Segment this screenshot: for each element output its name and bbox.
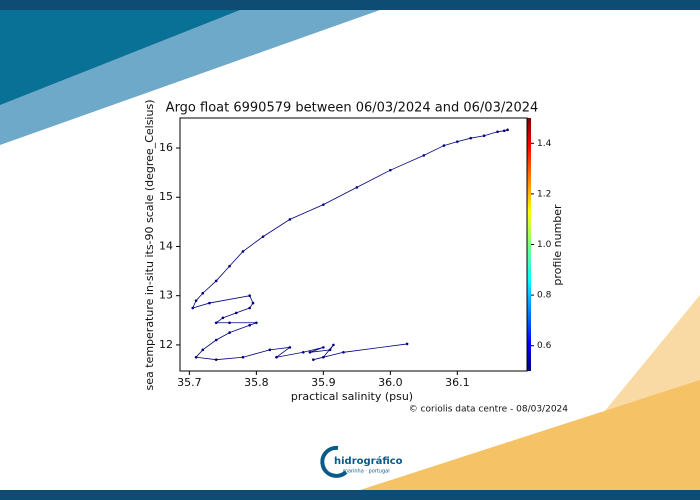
colorbar-tick-label: 0.8 (537, 291, 552, 301)
data-point (469, 136, 473, 140)
colorbar (527, 118, 531, 371)
data-point (228, 264, 231, 268)
data-point (456, 140, 459, 143)
data-point (248, 323, 251, 327)
chart-title: Argo float 6990579 between 06/03/2024 an… (166, 101, 539, 116)
y-tick-label: 13 (159, 289, 173, 302)
colorbar-tick-label: 1.2 (537, 189, 551, 199)
data-point (312, 358, 315, 361)
x-tick-label: 35.7 (177, 376, 202, 389)
colorbar-tick-label: 1.4 (537, 139, 552, 149)
data-point (332, 343, 335, 347)
colorbar-tick-label: 0.6 (537, 341, 552, 351)
data-point (328, 348, 332, 352)
data-point (301, 350, 305, 354)
data-point (214, 321, 218, 325)
data-point (214, 338, 218, 342)
data-point (496, 130, 499, 134)
credit: © coriolis data centre - 08/03/2024 (409, 405, 569, 415)
x-tick-label: 35.9 (311, 376, 336, 389)
data-point (234, 311, 238, 315)
y-tick-label: 12 (159, 338, 173, 351)
y-tick-label: 16 (159, 141, 173, 154)
data-point (191, 306, 195, 310)
data-point (228, 321, 231, 325)
deco-triangle (360, 380, 700, 490)
data-point (502, 129, 506, 133)
deco-triangle (0, 10, 240, 105)
data-point (201, 291, 205, 295)
x-tick-label: 35.8 (244, 376, 269, 389)
data-point (342, 350, 345, 354)
data-point (248, 294, 251, 297)
logo: hidrográfico marinha · portugal (320, 445, 403, 478)
x-tick-label: 36.0 (378, 376, 403, 389)
data-point (221, 316, 225, 320)
data-point (506, 128, 509, 132)
colorbar-tick-label: 1.0 (537, 240, 552, 250)
data-point (241, 355, 245, 359)
data-point (288, 218, 292, 221)
data-point (208, 301, 211, 305)
data-point (255, 321, 258, 325)
data-point (422, 154, 426, 157)
data-point (201, 348, 205, 352)
data-point (194, 355, 198, 359)
data-point (251, 301, 255, 305)
data-point (322, 203, 325, 206)
data-point (248, 306, 251, 310)
colorbar-label: profile number (551, 204, 564, 286)
logo-text: hidrográfico (334, 455, 403, 467)
x-tick-label: 36.1 (445, 376, 470, 389)
data-point (322, 355, 325, 359)
x-axis-label: practical salinity (psu) (291, 390, 413, 403)
data-point (482, 134, 486, 138)
data-point (322, 346, 325, 349)
data-point (288, 346, 292, 349)
logo-subtext: marinha · portugal (343, 469, 390, 475)
data-point (275, 355, 278, 359)
bottom-band (0, 490, 700, 500)
data-point (308, 350, 312, 354)
data-point (268, 348, 272, 352)
plot-frame (179, 117, 528, 372)
top-band (0, 0, 700, 10)
y-tick-label: 14 (159, 239, 173, 252)
logo-mark (320, 445, 348, 478)
data-point (214, 358, 218, 361)
y-axis-label: sea temperature in-situ its-90 scale (de… (143, 100, 156, 391)
data-point (261, 235, 265, 238)
data-point (241, 250, 245, 253)
data-point (389, 168, 392, 172)
data-point (228, 331, 231, 334)
series-line (192, 129, 508, 361)
y-tick-label: 15 (159, 190, 173, 203)
data-point (405, 342, 409, 346)
data-point (442, 144, 446, 147)
data-point (194, 299, 198, 302)
data-point (214, 279, 218, 283)
data-point (355, 186, 359, 189)
